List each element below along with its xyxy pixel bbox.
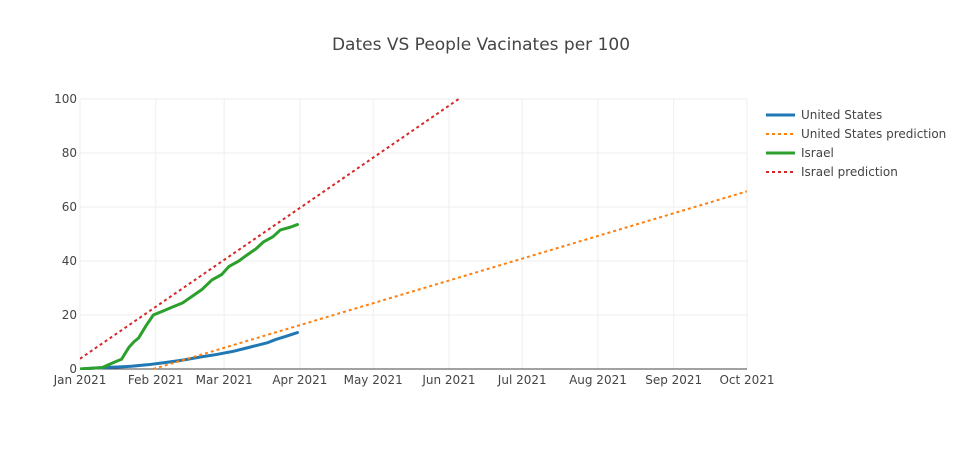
x-tick-label: Mar 2021 (196, 373, 253, 387)
legend-item-israel[interactable]: Israel (766, 146, 834, 160)
y-tick-label: 0 (69, 362, 77, 376)
series-line-israel (80, 223, 299, 370)
legend: United States United States prediction Isr… (766, 108, 946, 179)
x-tick-label: Jul 2021 (497, 373, 547, 387)
series-line-united-states-prediction (153, 190, 747, 370)
x-tick-label: Oct 2021 (719, 373, 774, 387)
legend-label: Israel prediction (801, 165, 898, 179)
x-tick-label: Jan 2021 (53, 373, 107, 387)
legend-item-united-states-prediction[interactable]: United States prediction (766, 127, 946, 141)
x-tick-label: Sep 2021 (645, 373, 702, 387)
x-tick-label: Apr 2021 (272, 373, 327, 387)
y-tick-label: 100 (54, 92, 77, 106)
y-tick-label: 80 (62, 146, 77, 160)
legend-label: United States (801, 108, 882, 122)
x-tick-label: Aug 2021 (569, 373, 627, 387)
x-tick-label: May 2021 (344, 373, 403, 387)
series-line-israel-prediction (80, 98, 460, 360)
legend-label: Israel (801, 146, 834, 160)
x-tick-label: Jun 2021 (421, 373, 475, 387)
axis-layer: 0 20 40 60 80 100 Jan 2021 Feb 2021 Mar 2021 Apr … (53, 92, 775, 387)
y-tick-label: 20 (62, 308, 77, 322)
y-tick-label: 40 (62, 254, 77, 268)
x-tick-label: Feb 2021 (128, 373, 184, 387)
series-line-united-states (80, 331, 299, 370)
series-layer (80, 98, 747, 370)
grid-layer (79, 98, 748, 369)
legend-label: United States prediction (801, 127, 946, 141)
y-tick-label: 60 (62, 200, 77, 214)
legend-item-israel-prediction[interactable]: Israel prediction (766, 165, 898, 179)
chart-title: Dates VS People Vacinates per 100 (332, 35, 630, 55)
legend-item-united-states[interactable]: United States (766, 108, 882, 122)
